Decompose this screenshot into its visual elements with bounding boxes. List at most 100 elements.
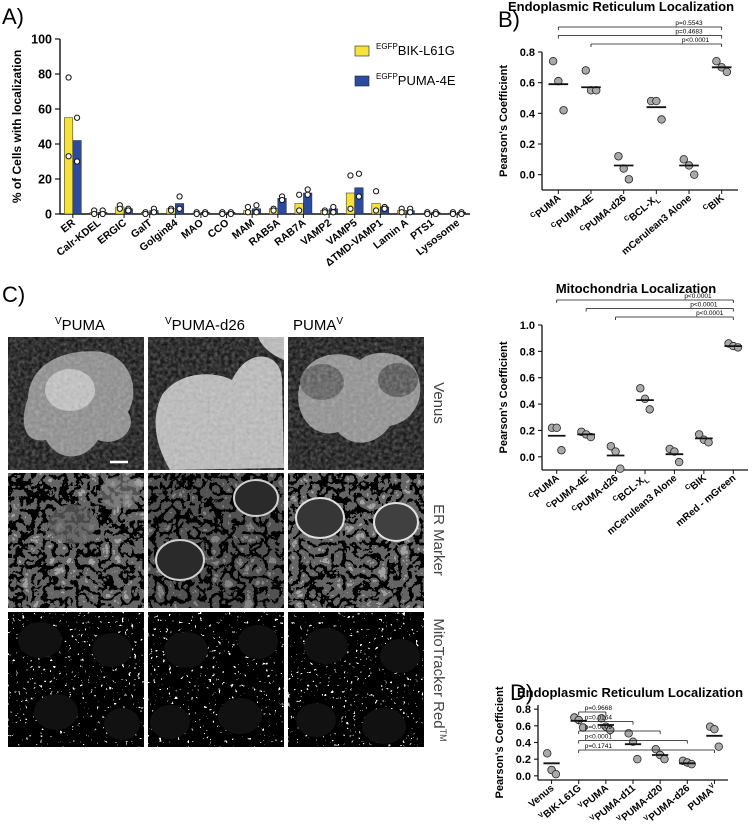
data-point	[722, 67, 732, 77]
x-tick-label-sup: C	[527, 491, 535, 500]
bar-data-point	[372, 207, 380, 214]
micrograph-er-puma	[8, 473, 144, 608]
bar-data-point	[304, 191, 311, 198]
x-tick-label-sub: L	[655, 197, 663, 206]
x-tick-label: MAO	[179, 217, 206, 242]
x-tick-label: PUMAV	[686, 782, 720, 813]
y-axis-label: Pearson's Coefficient	[494, 686, 506, 798]
data-point	[552, 423, 561, 433]
y-tick-label: 0.4	[520, 399, 536, 411]
p-value-label: p=0.1741	[585, 743, 613, 750]
data-point	[651, 744, 660, 754]
data-point	[640, 394, 650, 404]
p-value-label: p<0.0001	[696, 310, 724, 317]
data-point	[551, 769, 561, 779]
bar-data-point	[381, 205, 388, 212]
y-axis-label: % of Cells with localization	[10, 50, 24, 203]
micrograph-venus-puma	[8, 337, 144, 470]
x-tick-label-sup: V	[708, 782, 716, 791]
bar-data-point	[330, 203, 337, 211]
y-tick-label: 60	[38, 103, 52, 117]
data-point	[733, 343, 743, 352]
y-tick-label: 0.0	[520, 170, 535, 182]
x-tick-label: CCO	[206, 217, 232, 241]
data-point	[624, 175, 634, 184]
bar-data-point	[296, 191, 303, 198]
bar-data-point	[176, 205, 183, 212]
bar-data-point	[270, 207, 277, 214]
y-tick-label: 0.8	[516, 704, 531, 716]
legend-label-sup: EGFP	[376, 72, 398, 81]
micrograph-grid: VPUMA VPUMA-d26 PUMAV	[8, 316, 448, 747]
x-tick-label-name: BIK	[689, 472, 710, 492]
bar-data-point	[73, 158, 81, 165]
data-point	[614, 152, 623, 161]
row-label-er-marker: ER Marker	[430, 504, 447, 576]
bar	[64, 117, 74, 215]
bar-data-point	[321, 209, 328, 216]
y-tick-label: 0.8	[520, 346, 535, 358]
y-tick-label: 0.6	[516, 721, 531, 733]
data-point	[606, 442, 616, 451]
data-point	[710, 724, 719, 734]
x-tick-label-sup: C	[529, 211, 537, 220]
bar-data-point	[372, 188, 380, 195]
data-point	[690, 170, 699, 179]
micrograph-mito-puma	[8, 612, 144, 747]
micrograph-row-mitotracker: MitoTracker RedTM	[8, 612, 448, 747]
x-tick-label-name: PUMA	[534, 193, 564, 220]
legend-label-name: BIK-L61G	[398, 43, 455, 58]
bar-data-point	[99, 210, 106, 218]
x-tick-label-sup: C	[545, 501, 553, 510]
micrograph-er-puma-v	[288, 473, 424, 608]
legend-label: EGFPPUMA-4E	[376, 72, 456, 88]
y-tick-label: 0.2	[520, 425, 535, 437]
x-tick-label-sup: C	[579, 224, 587, 233]
bar-data-point	[167, 207, 175, 214]
bar-data-point	[244, 209, 252, 216]
data-point	[633, 754, 642, 764]
y-tick-label: 0.4	[520, 108, 536, 120]
data-point	[581, 66, 590, 75]
p-value-label: p<0.0001	[690, 302, 718, 309]
bar-data-point	[73, 114, 81, 121]
data-point	[616, 464, 625, 473]
data-point	[611, 447, 620, 456]
data-point	[679, 155, 688, 164]
data-point	[557, 446, 566, 455]
x-tick-label-sup: C	[571, 504, 579, 513]
data-point	[674, 457, 684, 467]
micrograph-row-er-marker: ER Marker	[8, 473, 447, 608]
y-tick-label: 0	[45, 208, 52, 222]
y-tick-label: 0.6	[520, 373, 535, 385]
y-axis-label: Pearson's Coefficient	[498, 65, 510, 177]
p-value-label: p<0.0001	[585, 734, 613, 741]
bar-data-point	[142, 210, 149, 218]
panel-letter-d: D)	[510, 680, 533, 705]
x-tick-label-sup: C	[612, 495, 620, 504]
data-point	[624, 729, 633, 738]
bar-data-point	[330, 209, 337, 216]
data-point	[559, 106, 568, 115]
bar-data-point	[65, 153, 72, 160]
p-value-label: p<0.0001	[684, 293, 712, 300]
bar-data-point	[176, 193, 183, 200]
micrograph-mito-puma-v	[288, 612, 424, 747]
y-axis-label: Pearson's Coefficient	[498, 341, 510, 453]
data-point	[606, 725, 615, 735]
p-value-label: p<0.0001	[682, 37, 710, 44]
panel-letter-a: A)	[2, 4, 24, 29]
bar-data-point	[304, 186, 311, 193]
y-tick-label: 0.8	[520, 47, 535, 59]
y-tick-label: 1.0	[520, 320, 535, 332]
bar-data-point	[449, 210, 457, 218]
data-point	[548, 57, 558, 66]
bar	[72, 140, 82, 215]
p-value-label: p=0.4683	[675, 29, 703, 36]
column-header-3: PUMAV	[293, 316, 343, 334]
x-tick-label-sup: V	[643, 814, 651, 823]
x-tick-label-sup: C	[550, 221, 558, 230]
bar-data-point	[253, 202, 260, 209]
bar-data-point	[193, 210, 200, 218]
p-value-label: p=0.5543	[675, 20, 703, 27]
